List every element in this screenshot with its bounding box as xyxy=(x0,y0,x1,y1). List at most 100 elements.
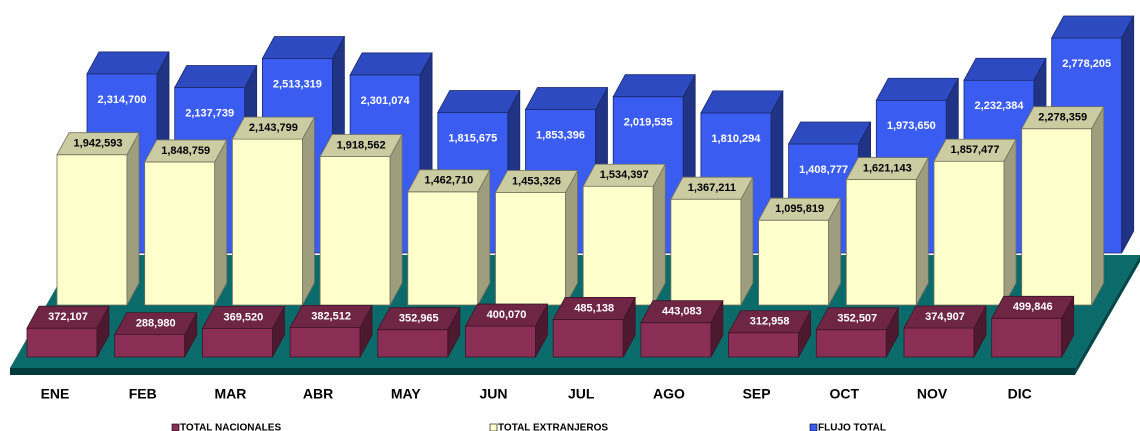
bar-top xyxy=(612,74,696,98)
bar-side xyxy=(1121,15,1135,254)
bar-front xyxy=(465,325,536,358)
bar-top xyxy=(261,36,346,59)
value-label: 1,918,562 xyxy=(337,139,386,151)
bar xyxy=(319,134,403,306)
bar-top xyxy=(963,57,1047,81)
x-tick-label: JUN xyxy=(479,386,507,402)
bar xyxy=(552,297,636,358)
bar-top xyxy=(437,90,521,113)
bar-top xyxy=(289,304,373,328)
bar xyxy=(56,132,140,306)
bar-front xyxy=(56,154,128,306)
floor-edge xyxy=(10,368,1075,375)
value-label: 352,507 xyxy=(837,313,877,325)
bar-top xyxy=(201,306,286,329)
x-tick-label: MAY xyxy=(391,386,421,402)
bar-top xyxy=(319,134,403,157)
value-label: 2,278,359 xyxy=(1038,112,1087,124)
bar-front xyxy=(903,327,975,358)
floor-edge xyxy=(1075,255,1140,375)
bar-side xyxy=(1091,106,1105,306)
value-label: 400,070 xyxy=(487,309,527,321)
bar-front xyxy=(289,326,361,358)
x-tick-label: OCT xyxy=(830,386,860,402)
x-tick-label: ABR xyxy=(303,386,333,402)
bar-front xyxy=(845,179,917,306)
bar-side xyxy=(126,132,140,306)
value-label: 1,848,759 xyxy=(161,145,210,157)
bar-front xyxy=(582,185,654,306)
bar xyxy=(289,304,373,358)
bar-top xyxy=(757,197,842,221)
bar-front xyxy=(991,317,1063,358)
value-label: 312,958 xyxy=(750,316,790,328)
value-label: 443,083 xyxy=(662,306,702,318)
bar-top xyxy=(582,163,666,187)
bar-top xyxy=(1021,106,1105,130)
legend-swatch xyxy=(171,423,180,431)
bar xyxy=(582,163,666,306)
bar-top xyxy=(377,307,461,331)
value-label: 374,907 xyxy=(925,311,965,323)
value-label: 2,513,319 xyxy=(273,78,322,90)
bar-front xyxy=(407,191,479,306)
bar-top xyxy=(991,295,1075,319)
value-label: 352,965 xyxy=(399,313,439,325)
value-label: 485,138 xyxy=(574,302,614,314)
bar-top xyxy=(670,176,754,200)
bar xyxy=(407,169,491,306)
bar-top xyxy=(727,310,812,334)
value-label: 1,367,211 xyxy=(688,182,736,194)
bar-front xyxy=(26,327,98,358)
bar-side xyxy=(565,170,578,306)
bar-top xyxy=(174,65,258,88)
bar-front xyxy=(495,192,566,306)
bar-front xyxy=(144,161,216,306)
value-label: 2,019,535 xyxy=(624,117,673,129)
value-label: 1,942,593 xyxy=(74,138,123,150)
bar-side xyxy=(915,157,929,306)
bar-top xyxy=(464,303,549,327)
value-label: 2,314,700 xyxy=(98,94,147,106)
bar-top xyxy=(524,87,609,110)
bar-front xyxy=(231,138,303,306)
bar-top xyxy=(349,52,433,76)
bar-front xyxy=(758,219,829,306)
bar-top xyxy=(1051,15,1135,39)
bar-front xyxy=(377,329,449,358)
bar-top xyxy=(640,300,724,324)
legend-swatch xyxy=(809,423,818,431)
bar xyxy=(26,305,110,358)
bar xyxy=(1021,106,1105,306)
value-label: 1,453,326 xyxy=(512,175,561,187)
value-label: 2,143,799 xyxy=(249,122,298,134)
bar-front xyxy=(728,332,799,358)
bar-top xyxy=(56,132,140,156)
value-label: 288,980 xyxy=(136,318,176,330)
value-label: 1,815,675 xyxy=(448,132,497,144)
value-label: 1,462,710 xyxy=(424,175,473,187)
bar-top xyxy=(815,307,899,331)
bar-top xyxy=(552,297,636,320)
value-label: 1,095,819 xyxy=(775,203,824,215)
bar-top xyxy=(144,139,228,163)
bar-top xyxy=(845,157,929,180)
bar-top xyxy=(700,90,784,114)
legend-swatch xyxy=(489,423,498,431)
value-label: 499,846 xyxy=(1013,301,1053,313)
bar-side xyxy=(301,116,315,306)
x-tick-label: AGO xyxy=(653,386,685,402)
bar-top xyxy=(494,170,579,193)
bar xyxy=(933,138,1017,306)
bar xyxy=(494,170,579,306)
x-tick-label: NOV xyxy=(917,386,948,402)
legend-label: TOTAL NACIONALES xyxy=(180,423,281,431)
value-label: 369,520 xyxy=(224,311,264,323)
bar-side xyxy=(652,164,666,306)
bar xyxy=(670,176,754,306)
value-label: 372,107 xyxy=(48,311,88,323)
bar-front xyxy=(670,198,742,306)
bar xyxy=(464,303,549,358)
bar xyxy=(640,300,724,358)
